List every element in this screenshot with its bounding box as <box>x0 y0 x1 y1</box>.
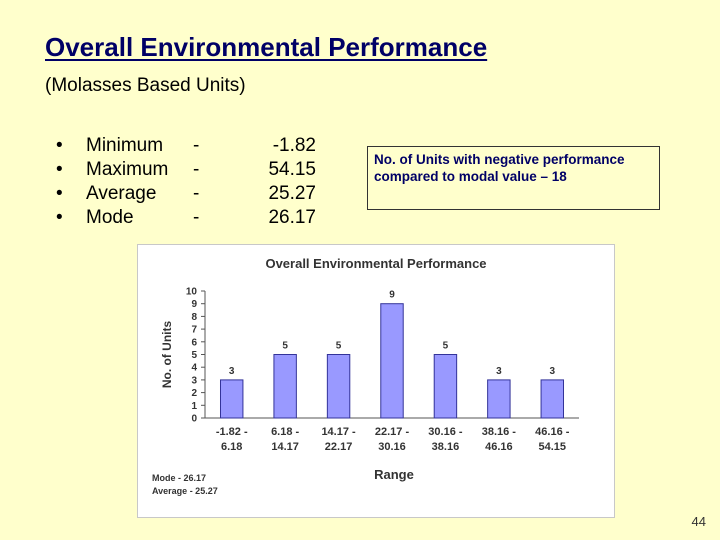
y-tick-label: 1 <box>191 401 197 412</box>
x-tick-label: 14.17 <box>271 441 299 453</box>
bar-value-label: 3 <box>229 366 235 377</box>
bullet: • <box>56 207 63 228</box>
bar-value-label: 5 <box>282 341 288 352</box>
bar <box>380 303 404 419</box>
bar <box>273 354 297 419</box>
bar-value-label: 5 <box>443 341 449 352</box>
x-axis-label: Range <box>374 467 414 482</box>
bullet: • <box>56 159 63 180</box>
stat-row-minimum: • Minimum - -1.82 <box>0 135 340 159</box>
bar-value-label: 9 <box>389 290 395 301</box>
stat-dash: - <box>193 135 200 156</box>
y-tick-label: 5 <box>191 350 197 361</box>
x-tick-label: 6.18 <box>221 441 242 453</box>
bar <box>487 379 511 419</box>
y-tick-label: 0 <box>191 414 197 425</box>
x-tick-label: 54.15 <box>539 441 567 453</box>
stat-label: Mode <box>86 207 134 228</box>
x-tick-label: 30.16 - <box>428 426 463 438</box>
y-tick-label: 9 <box>191 299 197 310</box>
bullet: • <box>56 135 63 156</box>
y-tick-label: 4 <box>191 363 197 374</box>
x-tick-label: 46.16 <box>485 441 513 453</box>
chart-title: Overall Environmental Performance <box>265 256 486 271</box>
y-tick-label: 8 <box>191 312 197 323</box>
stat-value: -1.82 <box>272 135 316 156</box>
x-tick-label: 30.16 <box>378 441 406 453</box>
bar <box>540 379 565 419</box>
y-tick-label: 10 <box>186 287 198 298</box>
stat-value: 26.17 <box>268 207 316 228</box>
negative-units-callout: No. of Units with negative performance c… <box>367 146 660 210</box>
y-tick-label: 7 <box>191 325 197 336</box>
stat-label: Minimum <box>86 135 164 156</box>
stat-label: Average <box>86 183 157 204</box>
x-tick-label: 22.17 <box>325 441 353 453</box>
slide-subtitle: (Molasses Based Units) <box>45 75 246 96</box>
x-tick-label: -1.82 - <box>216 426 248 438</box>
bar-value-label: 3 <box>496 366 502 377</box>
stat-row-maximum: • Maximum - 54.15 <box>0 159 340 183</box>
stat-row-average: • Average - 25.27 <box>0 183 340 207</box>
stat-value: 25.27 <box>268 183 316 204</box>
y-tick-label: 6 <box>191 337 197 348</box>
stat-row-mode: • Mode - 26.17 <box>0 207 340 231</box>
bar <box>219 379 244 419</box>
stat-label: Maximum <box>86 159 169 180</box>
stat-value: 54.15 <box>268 159 316 180</box>
bar <box>433 354 458 419</box>
stat-dash: - <box>193 159 200 180</box>
stat-dash: - <box>193 183 200 204</box>
bar-chart: Overall Environmental Performance0123456… <box>152 256 579 496</box>
y-axis-label: No. of Units <box>160 321 174 389</box>
bullet: • <box>56 183 63 204</box>
page-number: 44 <box>691 514 706 529</box>
slide-title: Overall Environmental Performance <box>45 32 488 62</box>
x-tick-label: 46.16 - <box>535 426 570 438</box>
bar-value-label: 3 <box>550 366 556 377</box>
y-tick-label: 2 <box>191 388 197 399</box>
x-tick-label: 38.16 - <box>482 426 517 438</box>
bar-value-label: 5 <box>336 341 342 352</box>
y-tick-label: 3 <box>191 375 197 386</box>
chart-container: Overall Environmental Performance 0 1 2 3 4 5 6… <box>137 244 615 518</box>
bar <box>326 354 351 419</box>
chart-annotation: Average - 25.27 <box>152 486 218 496</box>
x-tick-label: 6.18 - <box>271 426 299 438</box>
stat-dash: - <box>193 207 200 228</box>
x-tick-label: 14.17 - <box>321 426 356 438</box>
chart-annotation: Mode - 26.17 <box>152 473 206 483</box>
x-tick-label: 22.17 - <box>375 426 410 438</box>
x-tick-label: 38.16 <box>432 441 460 453</box>
